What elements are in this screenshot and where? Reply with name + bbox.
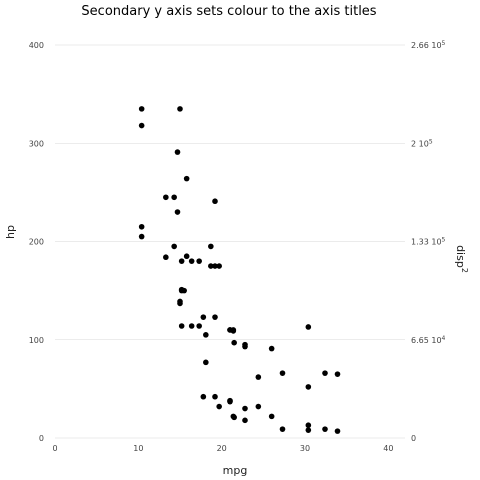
- data-point: [196, 323, 202, 329]
- data-point: [322, 370, 328, 376]
- data-points: [138, 106, 341, 434]
- y2-tick-base: 0: [411, 434, 416, 443]
- data-point: [212, 393, 218, 400]
- data-point: [305, 384, 312, 390]
- data-point: [255, 374, 262, 380]
- data-point: [212, 198, 218, 205]
- data-point: [268, 345, 275, 352]
- data-point: [203, 359, 209, 366]
- y-axis-left: 0 100 200 300 400: [29, 41, 44, 443]
- x-tick-label: 0: [52, 444, 57, 453]
- data-point: [268, 413, 275, 420]
- data-point: [279, 370, 286, 376]
- x-tick-label: 20: [217, 444, 227, 453]
- data-point: [138, 233, 145, 240]
- y2-tick-base: 6.65 10: [411, 336, 442, 345]
- data-point: [231, 414, 237, 421]
- data-point: [178, 258, 185, 264]
- data-point: [196, 258, 202, 264]
- y-tick-label: 300: [29, 139, 44, 148]
- data-point: [183, 175, 190, 182]
- data-point: [227, 398, 233, 405]
- data-point: [212, 263, 218, 269]
- x-tick-label: 10: [133, 444, 143, 453]
- x-tick-label: 40: [383, 444, 393, 453]
- data-point: [177, 106, 183, 112]
- y2-tick-label: 0: [411, 434, 416, 443]
- data-point: [216, 263, 222, 269]
- data-point: [242, 405, 248, 412]
- data-point: [230, 328, 237, 334]
- data-point: [305, 427, 312, 433]
- data-point: [334, 371, 341, 377]
- y2-tick-exponent: 5: [442, 40, 446, 47]
- y-tick-label: 400: [29, 41, 44, 50]
- y2-tick-label: 6.65 104: [411, 335, 446, 345]
- y2-tick-label: 2 105: [411, 138, 433, 148]
- y2-tick-base: 1.33 10: [411, 238, 442, 247]
- data-point: [174, 209, 181, 215]
- data-point: [208, 243, 214, 250]
- data-point: [183, 253, 190, 260]
- data-point: [242, 341, 248, 348]
- data-point: [208, 263, 214, 269]
- data-point: [305, 324, 312, 330]
- data-point: [322, 426, 328, 432]
- data-point: [334, 428, 341, 434]
- data-point: [163, 254, 169, 261]
- data-point: [138, 223, 145, 230]
- data-point: [188, 258, 195, 264]
- y2-axis-title-exponent: 2: [460, 268, 469, 273]
- data-point: [178, 286, 185, 293]
- data-point: [171, 194, 177, 201]
- chart-title: Secondary y axis sets colour to the axis…: [81, 4, 376, 19]
- data-point: [200, 314, 207, 320]
- y2-axis-title: disp2: [454, 245, 469, 273]
- y2-axis-title-text: disp: [454, 245, 467, 268]
- data-point: [203, 332, 209, 338]
- y-tick-label: 200: [29, 238, 44, 247]
- y-axis-title: hp: [4, 225, 17, 239]
- x-tick-label: 30: [300, 444, 310, 453]
- data-point: [212, 314, 218, 320]
- y2-tick-base: 2.66 10: [411, 41, 442, 50]
- y-tick-label: 100: [29, 336, 44, 345]
- data-point: [178, 323, 185, 329]
- data-point: [138, 106, 145, 112]
- x-axis: 0 10 20 30 40: [52, 444, 393, 453]
- data-point: [138, 122, 145, 129]
- data-point: [216, 403, 222, 410]
- data-point: [255, 403, 262, 410]
- data-point: [188, 323, 195, 329]
- data-point: [279, 426, 286, 432]
- data-point: [231, 339, 237, 346]
- data-point: [174, 149, 181, 155]
- data-point: [177, 298, 183, 305]
- data-point: [242, 417, 248, 424]
- y2-tick-base: 2 10: [411, 139, 429, 148]
- data-point: [163, 194, 169, 201]
- y2-tick-exponent: 5: [442, 237, 446, 244]
- y2-tick-label: 2.66 105: [411, 40, 446, 50]
- data-point: [171, 243, 177, 250]
- data-point: [200, 393, 207, 400]
- y2-tick-exponent: 4: [442, 335, 446, 342]
- y-tick-label: 0: [39, 434, 44, 443]
- y2-tick-exponent: 5: [429, 138, 433, 145]
- y2-tick-label: 1.33 105: [411, 237, 446, 247]
- data-point: [305, 422, 312, 429]
- gridlines: [55, 44, 405, 439]
- x-axis-title: mpg: [223, 464, 248, 477]
